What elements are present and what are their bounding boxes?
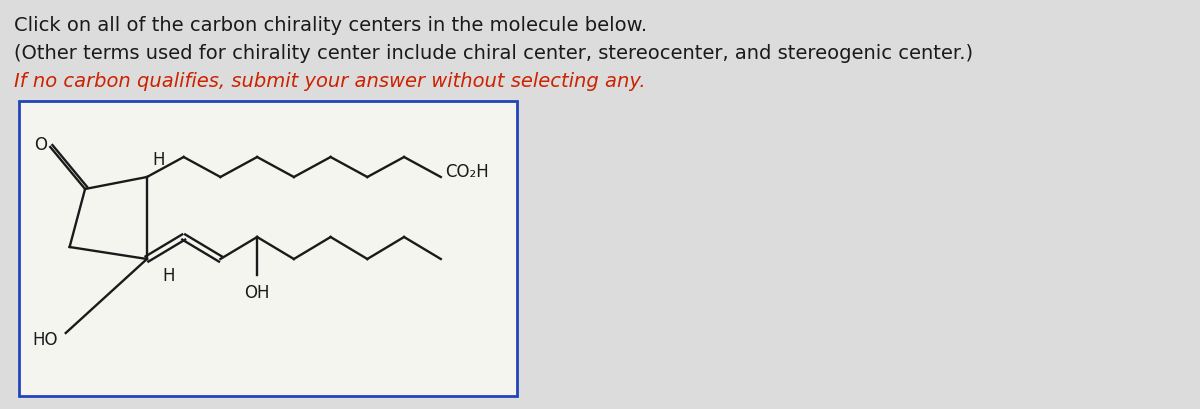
Text: If no carbon qualifies, submit your answer without selecting any.: If no carbon qualifies, submit your answ… [13, 72, 646, 91]
Text: (Other terms used for chirality center include chiral center, stereocenter, and : (Other terms used for chirality center i… [13, 44, 973, 63]
Text: OH: OH [245, 283, 270, 301]
Text: O: O [34, 136, 47, 154]
Bar [19, 102, 517, 396]
Text: HO: HO [32, 330, 58, 348]
Text: H: H [162, 266, 174, 284]
Text: H: H [152, 151, 164, 169]
Text: CO₂H: CO₂H [445, 163, 488, 180]
Text: Click on all of the carbon chirality centers in the molecule below.: Click on all of the carbon chirality cen… [13, 16, 647, 35]
